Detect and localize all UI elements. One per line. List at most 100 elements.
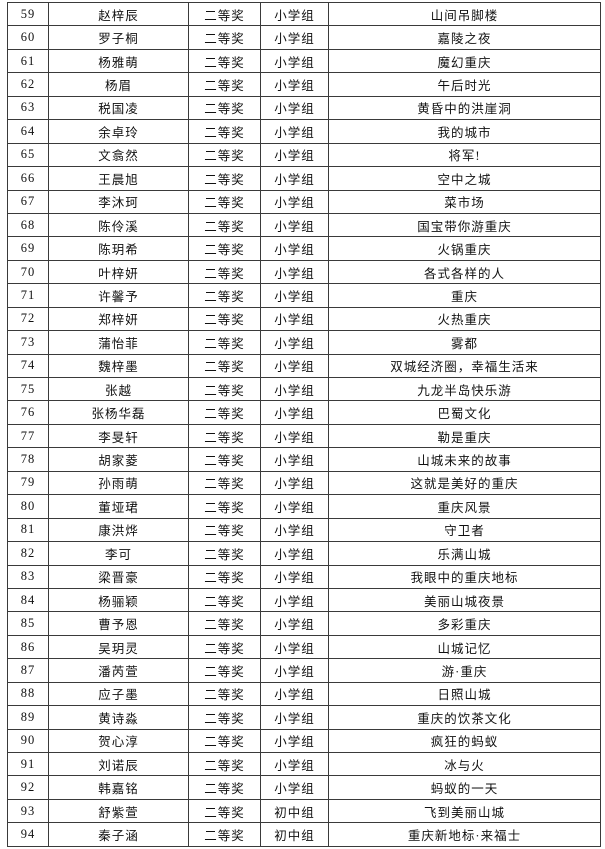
table-row: 82 李可 二等奖 小学组 乐满山城 (7, 541, 601, 566)
cell-name: 曹予恩 (48, 611, 189, 636)
cell-group: 小学组 (260, 142, 329, 168)
cell-name: 李可 (48, 541, 189, 566)
cell-name: 郑梓妍 (48, 306, 189, 332)
cell-title: 魔幻重庆 (328, 48, 601, 74)
cell-group: 初中组 (260, 798, 329, 824)
cell-name: 税国凌 (48, 95, 189, 121)
cell-award: 二等奖 (188, 212, 261, 238)
cell-row-number: 71 (7, 283, 49, 308)
cell-row-number: 76 (7, 400, 49, 425)
table-row: 86 吴玥灵 二等奖 小学组 山城记忆 (7, 634, 601, 660)
cell-title: 巴蜀文化 (328, 400, 601, 425)
cell-award: 二等奖 (188, 142, 261, 168)
cell-group: 小学组 (260, 72, 329, 97)
cell-row-number: 74 (7, 353, 49, 379)
cell-group: 小学组 (260, 447, 329, 472)
cell-name: 黄诗淼 (48, 705, 189, 730)
table-row: 70 叶梓妍 二等奖 小学组 各式各样的人 (7, 259, 601, 285)
cell-group: 小学组 (260, 681, 329, 707)
cell-title: 九龙半岛快乐游 (328, 376, 601, 402)
cell-award: 二等奖 (188, 658, 261, 683)
table-row: 63 税国凌 二等奖 小学组 黄昏中的洪崖洞 (7, 95, 601, 121)
cell-name: 胡家菱 (48, 447, 189, 472)
cell-group: 小学组 (260, 751, 329, 777)
cell-row-number: 91 (7, 751, 49, 777)
cell-award: 二等奖 (188, 25, 261, 50)
cell-award: 二等奖 (188, 376, 261, 402)
cell-award: 二等奖 (188, 775, 261, 800)
cell-row-number: 92 (7, 775, 49, 800)
cell-row-number: 94 (7, 822, 49, 847)
table-row: 68 陈伶溪 二等奖 小学组 国宝带你游重庆 (7, 212, 601, 238)
cell-group: 小学组 (260, 775, 329, 800)
cell-title: 重庆 (328, 283, 601, 308)
cell-group: 小学组 (260, 423, 329, 449)
cell-group: 小学组 (260, 376, 329, 402)
cell-title: 双城经济圈，幸福生活来 (328, 353, 601, 379)
cell-award: 二等奖 (188, 728, 261, 754)
table-row: 87 潘芮萱 二等奖 小学组 游·重庆 (7, 658, 601, 683)
cell-row-number: 86 (7, 634, 49, 660)
cell-row-number: 66 (7, 166, 49, 191)
cell-award: 二等奖 (188, 259, 261, 285)
table-row: 90 贺心淳 二等奖 小学组 疯狂的蚂蚁 (7, 728, 601, 754)
table-row: 65 文翕然 二等奖 小学组 将军! (7, 142, 601, 168)
cell-title: 勒是重庆 (328, 423, 601, 449)
cell-title: 菜市场 (328, 189, 601, 214)
cell-name: 王晨旭 (48, 166, 189, 191)
cell-award: 二等奖 (188, 587, 261, 613)
cell-name: 文翕然 (48, 142, 189, 168)
table-row: 76 张杨华磊 二等奖 小学组 巴蜀文化 (7, 400, 601, 425)
cell-award: 二等奖 (188, 119, 261, 144)
cell-row-number: 67 (7, 189, 49, 214)
cell-title: 游·重庆 (328, 658, 601, 683)
cell-row-number: 87 (7, 658, 49, 683)
cell-name: 张杨华磊 (48, 400, 189, 425)
cell-group: 小学组 (260, 611, 329, 636)
table-row: 79 孙雨萌 二等奖 小学组 这就是美好的重庆 (7, 470, 601, 496)
cell-row-number: 63 (7, 95, 49, 121)
table-row: 72 郑梓妍 二等奖 小学组 火热重庆 (7, 306, 601, 332)
table-row: 80 董垭珺 二等奖 小学组 重庆风景 (7, 494, 601, 519)
cell-group: 小学组 (260, 95, 329, 121)
cell-row-number: 89 (7, 705, 49, 730)
cell-name: 贺心淳 (48, 728, 189, 754)
cell-name: 杨雅萌 (48, 48, 189, 74)
cell-award: 二等奖 (188, 751, 261, 777)
cell-row-number: 88 (7, 681, 49, 707)
cell-name: 刘诺辰 (48, 751, 189, 777)
cell-group: 小学组 (260, 119, 329, 144)
cell-group: 小学组 (260, 25, 329, 50)
cell-award: 二等奖 (188, 330, 261, 355)
cell-name: 舒紫萱 (48, 798, 189, 824)
cell-row-number: 79 (7, 470, 49, 496)
cell-name: 应子墨 (48, 681, 189, 707)
table-row: 77 李旻轩 二等奖 小学组 勒是重庆 (7, 423, 601, 449)
cell-row-number: 61 (7, 48, 49, 74)
table-row: 92 韩嘉铭 二等奖 小学组 蚂蚁的一天 (7, 775, 601, 800)
cell-group: 小学组 (260, 564, 329, 589)
cell-group: 小学组 (260, 189, 329, 214)
cell-group: 小学组 (260, 658, 329, 683)
cell-award: 二等奖 (188, 166, 261, 191)
cell-award: 二等奖 (188, 634, 261, 660)
cell-name: 李旻轩 (48, 423, 189, 449)
cell-title: 山间吊脚楼 (328, 1, 601, 27)
cell-group: 小学组 (260, 728, 329, 754)
cell-award: 二等奖 (188, 400, 261, 425)
cell-title: 飞到美丽山城 (328, 798, 601, 824)
cell-row-number: 84 (7, 587, 49, 613)
cell-name: 魏梓墨 (48, 353, 189, 379)
cell-title: 将军! (328, 142, 601, 168)
table-row: 84 杨骊颖 二等奖 小学组 美丽山城夜景 (7, 587, 601, 613)
table-row: 67 李沐珂 二等奖 小学组 菜市场 (7, 189, 601, 214)
cell-award: 二等奖 (188, 611, 261, 636)
table-row: 94 秦子涵 二等奖 初中组 重庆新地标·来福士 (7, 822, 601, 847)
cell-row-number: 64 (7, 119, 49, 144)
cell-name: 陈玥希 (48, 236, 189, 261)
cell-row-number: 80 (7, 494, 49, 519)
cell-group: 小学组 (260, 236, 329, 261)
cell-row-number: 82 (7, 541, 49, 566)
cell-group: 小学组 (260, 330, 329, 355)
cell-award: 二等奖 (188, 494, 261, 519)
